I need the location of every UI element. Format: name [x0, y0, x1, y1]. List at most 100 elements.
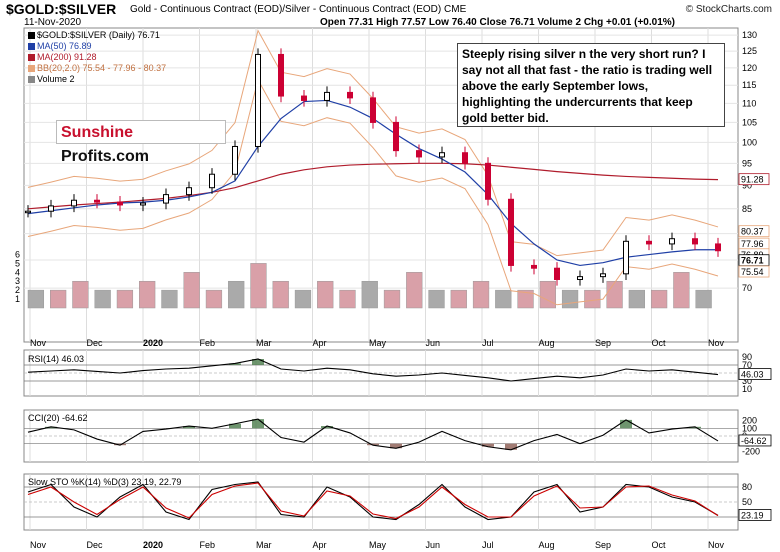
volume-bar — [50, 289, 67, 309]
ohlc-summary: Open 77.31 High 77.57 Low 76.40 Close 76… — [320, 17, 675, 28]
sto-last-value: 23.19 — [741, 510, 764, 520]
rsi-last-value: 46.03 — [741, 370, 764, 380]
sunshine-profits-logo: Sunshine Profits.com — [56, 120, 226, 165]
volume-bar — [695, 289, 712, 309]
rsi-last-value-tag — [738, 368, 772, 380]
price-axis-tag — [738, 225, 770, 238]
y-tick-label: 115 — [742, 80, 756, 90]
volume-bar — [517, 289, 534, 309]
x-tick-label: Sep — [595, 540, 611, 550]
price-candle-body — [600, 273, 606, 278]
rsi-overbought-fill — [252, 359, 264, 365]
price-axis-tag — [738, 265, 770, 278]
cci-overbought-fill — [252, 419, 264, 429]
price-candle-body — [25, 210, 31, 214]
x-tick-label: Dec — [87, 540, 104, 550]
legend-swatch-volume — [28, 76, 35, 84]
legend-swatch-bb — [28, 65, 35, 73]
volume-bar — [584, 289, 601, 309]
legend-swatch-ma200 — [28, 54, 35, 62]
x-tick-label: Feb — [200, 540, 216, 550]
volume-bar — [294, 289, 312, 309]
volume-bar — [361, 280, 378, 309]
price-axis-tag-label: 91.28 — [741, 175, 764, 185]
price-candle-body — [692, 238, 698, 245]
y-tick-label: 90 — [742, 180, 752, 190]
price-axis-tag-label: 76.71 — [741, 256, 764, 266]
x-tick-label: Oct — [652, 540, 667, 550]
cci-overbought-fill — [321, 426, 333, 429]
x-tick-label: 2020 — [143, 338, 163, 348]
price-candle-body — [577, 276, 583, 280]
x-tick-label: Jun — [426, 338, 441, 348]
cci-line-0 — [27, 418, 719, 451]
volume-bar — [139, 280, 156, 309]
sto-line-1 — [27, 482, 719, 520]
volume-tick-label: 2 — [15, 285, 20, 295]
volume-tick-label: 4 — [15, 267, 20, 277]
price-legend: $GOLD:$SILVER (Daily) 76.71 MA(50) 76.89… — [28, 30, 166, 85]
volume-bar — [94, 289, 111, 309]
price-candle-body — [508, 198, 514, 266]
cci-last-value-tag — [738, 434, 772, 447]
x-tick-label: 2020 — [143, 540, 163, 550]
rsi-label: RSI(14) 46.03 — [28, 354, 85, 364]
volume-bar — [650, 289, 668, 309]
sto-tick-label: 80 — [742, 482, 752, 492]
price-candle-body — [623, 240, 629, 275]
cci-tick-label: 200 — [742, 416, 757, 426]
y-tick-label: 105 — [742, 117, 757, 127]
rsi-tick-label: 10 — [742, 384, 752, 394]
cci-overbought-fill — [45, 426, 57, 429]
cci-tick-label: 100 — [742, 423, 757, 433]
y-tick-label: 85 — [742, 204, 752, 214]
chart-description: Gold - Continuous Contract (EOD)/Silver … — [130, 4, 467, 15]
x-tick-label: Mar — [256, 540, 272, 550]
sto-last-value-tag — [738, 509, 772, 521]
legend-swatch-price — [28, 32, 35, 40]
price-axis-tag-label: 75.54 — [741, 267, 764, 277]
volume-bar — [472, 280, 490, 309]
price-candle-body — [531, 264, 537, 269]
legend-swatch-ma50 — [28, 43, 35, 51]
cci-oversold-fill — [367, 443, 379, 446]
price-candle-body — [370, 97, 376, 123]
y-tick-label: 70 — [742, 283, 752, 293]
volume-tick-label: 1 — [15, 294, 20, 304]
price-candle-body — [140, 202, 146, 206]
x-tick-label: Apr — [313, 338, 327, 348]
cci-oversold-fill — [114, 443, 126, 446]
price-candle-body — [715, 243, 721, 252]
y-tick-label: 120 — [742, 63, 757, 73]
volume-bar — [250, 263, 267, 309]
rsi-overbought-fill — [229, 363, 241, 365]
volume-bar — [72, 280, 89, 309]
x-tick-label: Aug — [539, 338, 555, 348]
volume-bar — [272, 280, 289, 309]
volume-bar — [406, 272, 423, 309]
price-candle-body — [232, 145, 238, 175]
y-tick-label: 130 — [742, 30, 757, 40]
cci-oversold-fill — [505, 443, 517, 450]
price-candle-body — [301, 95, 307, 101]
volume-bar — [450, 289, 467, 309]
volume-bar — [183, 272, 200, 309]
sto-tick-label: 50 — [742, 497, 752, 507]
x-tick-label: May — [369, 338, 387, 348]
volume-bar — [317, 280, 334, 309]
x-tick-label: Mar — [256, 338, 272, 348]
volume-bar — [161, 289, 178, 309]
volume-bar — [495, 289, 512, 309]
sto-label: Slow STO %K(14) %D(3) 23.19, 22.79 — [28, 477, 182, 487]
volume-tick-label: 3 — [15, 276, 20, 286]
cci-overbought-fill — [229, 423, 241, 429]
cci-oversold-fill — [390, 443, 402, 449]
price-candle-body — [485, 162, 491, 200]
price-candle-body — [347, 91, 353, 99]
price-candle-body — [71, 199, 77, 207]
legend-ma50: MA(50) 76.89 — [37, 41, 92, 51]
x-tick-label: Nov — [708, 338, 725, 348]
cci-overbought-fill — [183, 426, 195, 429]
x-tick-label: Nov — [30, 540, 47, 550]
copyright[interactable]: © StockCharts.com — [685, 4, 772, 15]
